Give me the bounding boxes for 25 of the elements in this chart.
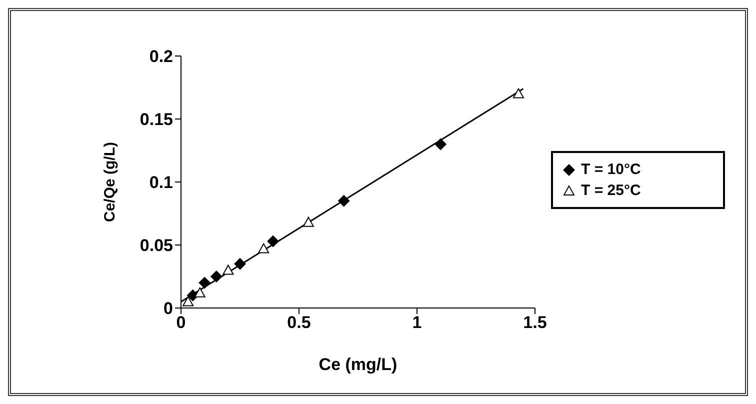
y-tick-label: 0.15 xyxy=(140,110,173,130)
point xyxy=(198,276,211,289)
point xyxy=(222,264,234,275)
point xyxy=(267,235,280,248)
x-tick-label: 0.5 xyxy=(287,313,311,332)
x-tick-label: 1 xyxy=(412,313,422,332)
point xyxy=(194,287,206,298)
y-tick-label: 0.1 xyxy=(149,173,173,192)
point xyxy=(210,270,222,282)
x-tick-label: 0 xyxy=(176,313,186,332)
y-tick-label: 0.05 xyxy=(140,236,173,256)
point xyxy=(234,258,246,270)
point xyxy=(338,194,350,207)
point xyxy=(258,243,270,254)
point xyxy=(434,138,447,150)
point xyxy=(512,88,524,98)
x-tick-label: 1.5 xyxy=(523,313,547,332)
point xyxy=(182,296,194,306)
legend-label: T = 10°C xyxy=(581,161,641,178)
legend-label: T = 25°C xyxy=(581,182,641,199)
x-axis-title: Ce (mg/L) xyxy=(318,355,398,374)
y-tick-label: 0.2 xyxy=(149,47,173,66)
y-axis-title: Ce/Qe (g/L) xyxy=(101,142,118,222)
point xyxy=(302,216,314,227)
y-tick-label: 0 xyxy=(164,299,173,318)
